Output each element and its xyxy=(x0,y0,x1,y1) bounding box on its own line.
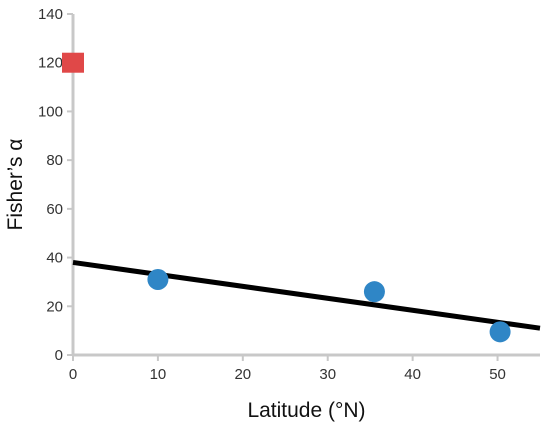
y-tick-label: 0 xyxy=(55,347,63,364)
y-tick-label: 60 xyxy=(46,201,63,218)
x-tick-label: 10 xyxy=(150,366,167,383)
y-tick-label: 120 xyxy=(38,55,63,72)
x-tick-label: 30 xyxy=(319,366,336,383)
data-point-circle xyxy=(363,281,385,303)
x-ticks: 0 10 20 30 40 50 xyxy=(69,355,506,383)
x-tick-label: 0 xyxy=(69,366,77,383)
data-point-circle xyxy=(147,268,169,290)
x-axis-title: Latitude (°N) xyxy=(247,399,365,422)
y-axis: 0 20 40 60 80 100 120 140 xyxy=(38,6,75,364)
x-tick-label: 40 xyxy=(404,366,421,383)
x-tick-label: 20 xyxy=(234,366,251,383)
data-point-square xyxy=(62,52,84,73)
y-tick-label: 20 xyxy=(46,298,63,315)
y-axis-title: Fisher’s α xyxy=(4,139,27,231)
y-tick-label: 80 xyxy=(46,152,63,169)
y-tick-label: 100 xyxy=(38,103,63,120)
y-tick-label: 40 xyxy=(46,250,63,267)
y-ticks: 0 20 40 60 80 100 120 140 xyxy=(38,6,73,364)
x-tick-label: 50 xyxy=(489,366,506,383)
data-points xyxy=(62,52,511,343)
trendline xyxy=(72,259,541,331)
y-tick-label: 140 xyxy=(38,6,63,23)
x-axis: 0 10 20 30 40 50 xyxy=(69,353,540,383)
data-point-circle xyxy=(489,321,511,343)
trendline-group xyxy=(72,259,541,331)
